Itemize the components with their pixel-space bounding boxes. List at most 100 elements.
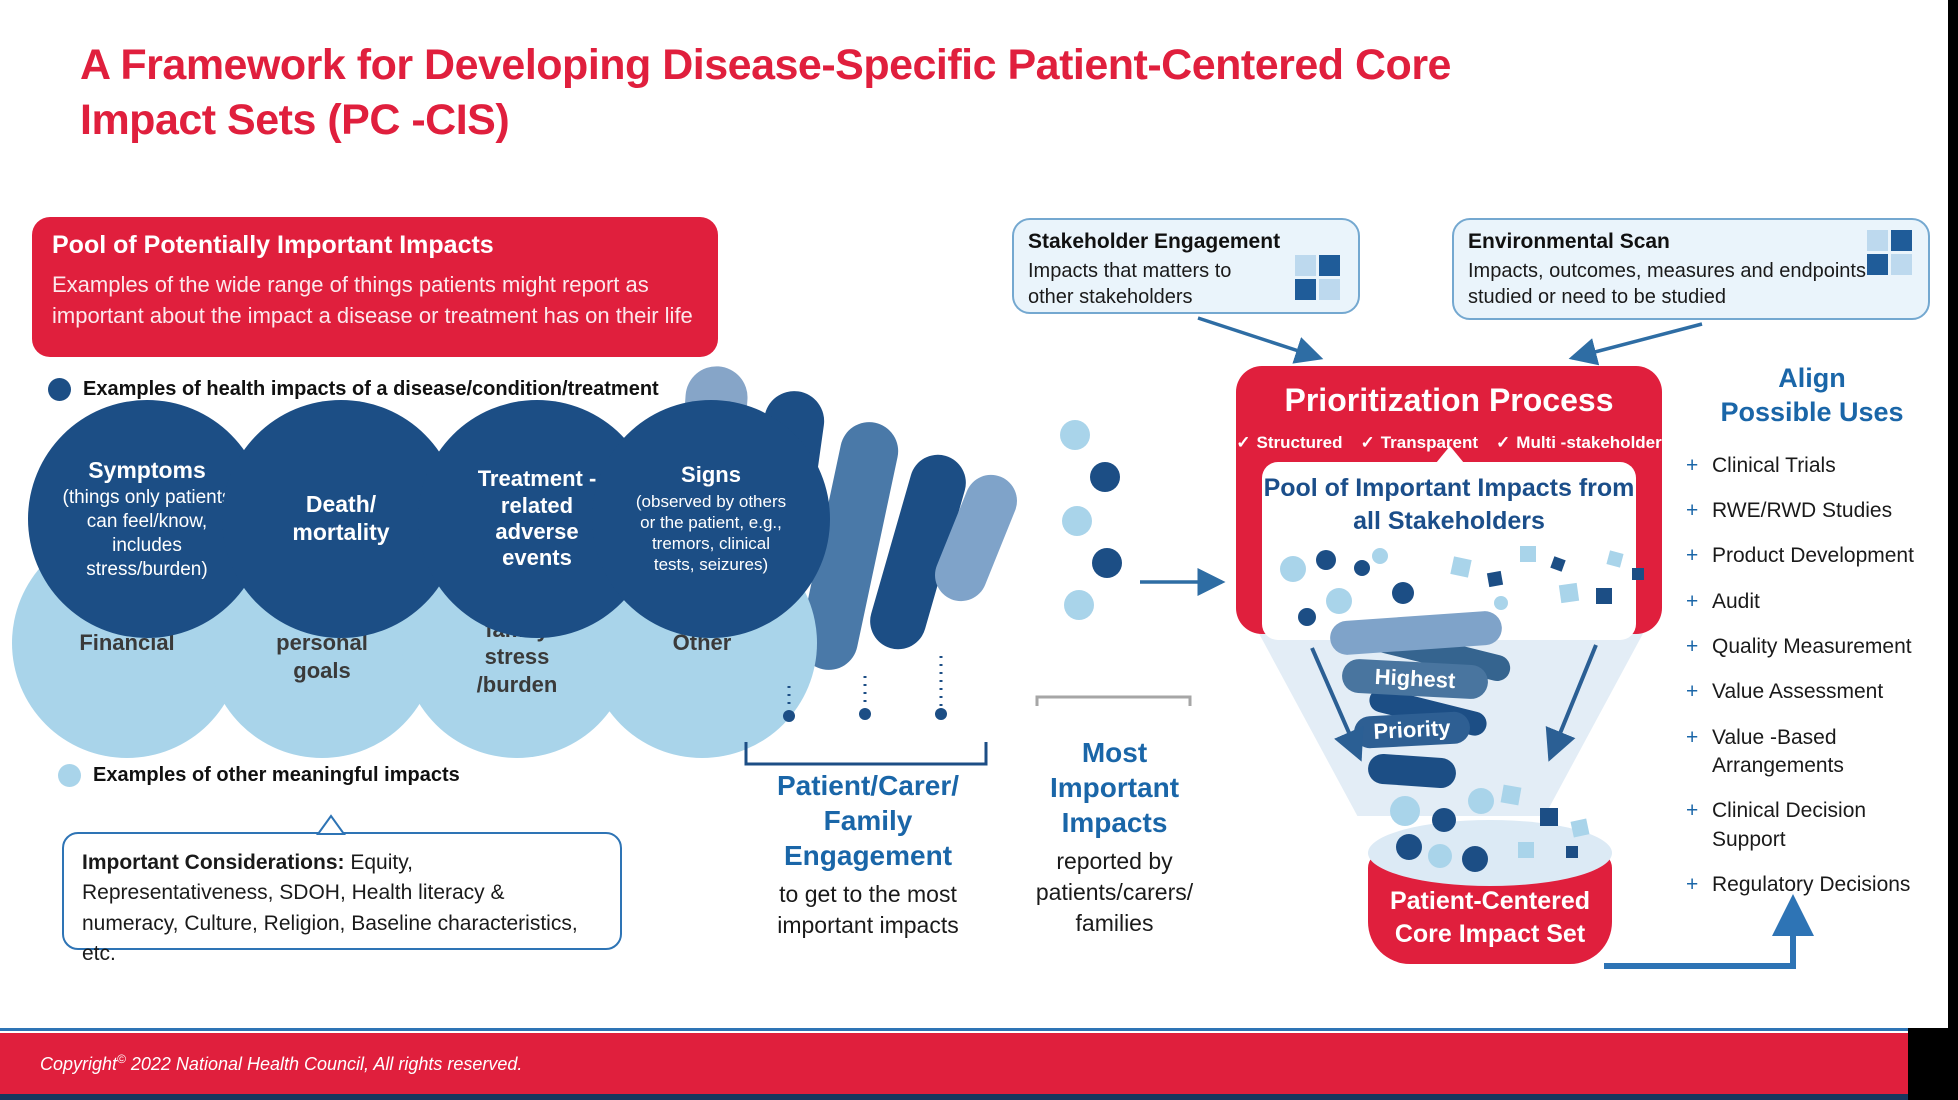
dropline-dot	[935, 708, 947, 720]
align-item-label: Value Assessment	[1712, 680, 1884, 704]
stakeholder-engagement-callout: Stakeholder Engagement Impacts that matt…	[1012, 218, 1360, 314]
align-heading-line1: Align	[1778, 363, 1846, 393]
check-icon: ✓	[1496, 433, 1511, 452]
align-item: + Clinical Trials	[1686, 452, 1938, 480]
impact-square	[1500, 784, 1522, 806]
align-item: + RWE/RWD Studies	[1686, 497, 1938, 525]
funnel-swirl-bar-priority: Priority	[1353, 710, 1471, 750]
environmental-arrow	[1568, 322, 1703, 366]
dropline-dot	[859, 708, 871, 720]
funnel-label-highest: Highest	[1374, 663, 1456, 694]
engagement-heading: Patient/Carer/ Family Engagement	[776, 770, 960, 871]
align-heading: Align Possible Uses	[1686, 362, 1938, 430]
check-icon: ✓	[1236, 433, 1251, 452]
pool-box-body: Examples of the wide range of things pat…	[52, 272, 693, 328]
most-important-bracket	[1035, 695, 1192, 706]
flow-dot	[1062, 506, 1092, 536]
check-label: Structured	[1256, 433, 1343, 452]
align-item: + Product Development	[1686, 542, 1938, 570]
impact-dot	[1280, 556, 1306, 582]
legend-other-impacts: Examples of other meaningful impacts	[58, 764, 460, 787]
impact-dot	[1494, 596, 1508, 610]
legend-health-impacts: Examples of health impacts of a disease/…	[48, 378, 659, 401]
plus-icon: +	[1686, 498, 1699, 522]
stakeholder-title: Stakeholder Engagement	[1028, 230, 1281, 253]
environmental-body: Impacts, outcomes, measures and endpoint…	[1468, 260, 1866, 308]
circle-title: Treatment - related adverse events	[477, 466, 597, 571]
impact-dot	[1396, 834, 1422, 860]
align-possible-uses: Align Possible Uses + Clinical Trials + RW…	[1686, 362, 1938, 916]
dark-dot-icon	[48, 378, 71, 401]
pool-important-impacts-title: Pool of Important Impacts from all Stake…	[1263, 474, 1635, 535]
align-item: + Clinical Decision Support	[1686, 797, 1912, 854]
align-item: + Value -Based Arrangements	[1686, 724, 1922, 781]
footer-bar: Copyright© 2022 National Health Council,…	[0, 1033, 1908, 1094]
core-impact-set-label: Patient-Centered Core Impact Set	[1389, 887, 1591, 948]
impact-square	[1520, 546, 1536, 562]
impact-dot	[1354, 560, 1370, 576]
health-circle-signs: Signs (observed by others or the patient…	[592, 400, 830, 638]
grid-cell	[1867, 230, 1888, 251]
plus-icon: +	[1686, 453, 1699, 477]
pool-box-heading: Pool of Potentially Important Impacts	[52, 231, 494, 259]
stakeholder-body: Impacts that matters to other stakeholde…	[1028, 260, 1232, 308]
align-item-label: RWE/RWD Studies	[1712, 498, 1893, 522]
impact-dot	[1392, 582, 1414, 604]
environmental-title: Environmental Scan	[1468, 230, 1670, 253]
flow-dot	[1064, 590, 1094, 620]
impact-dot	[1326, 588, 1352, 614]
grid-cell	[1295, 279, 1316, 300]
grid-cell	[1319, 255, 1340, 276]
pool-of-impacts-box: Pool of Potentially Important Impacts Ex…	[32, 217, 718, 357]
flow-dot	[1090, 462, 1120, 492]
funnel-label-priority: Priority	[1372, 715, 1452, 744]
engagement-bracket	[744, 742, 988, 766]
align-item-label: Regulatory Decisions	[1712, 872, 1911, 896]
impact-square	[1570, 818, 1590, 838]
align-item-label: Value -Based Arrangements	[1712, 725, 1844, 777]
check-item: ✓ Transparent	[1360, 433, 1478, 453]
copyright-pre: Copyright	[40, 1054, 118, 1074]
prioritization-title: Prioritization Process	[1284, 382, 1614, 418]
align-item-label: Clinical Decision Support	[1712, 799, 1867, 851]
align-item: + Audit	[1686, 588, 1938, 616]
check-icon: ✓	[1360, 433, 1375, 452]
impact-dot	[1428, 844, 1452, 868]
most-important-sub: reported by patients/carers/ families	[1035, 848, 1194, 937]
impact-square	[1486, 570, 1504, 588]
copyright-symbol: ©	[117, 1052, 126, 1066]
grid-cell	[1867, 254, 1888, 275]
plus-icon: +	[1686, 680, 1699, 704]
impact-square	[1540, 808, 1558, 826]
check-label: Transparent	[1380, 433, 1479, 452]
impact-square	[1450, 556, 1472, 578]
footer-divider	[0, 1028, 1908, 1031]
plus-icon: +	[1686, 799, 1699, 823]
footer-navy-strip	[0, 1094, 1908, 1100]
impact-dot	[1372, 548, 1388, 564]
engagement-sub: to get to the most important impacts	[777, 881, 959, 939]
grid-cell	[1295, 255, 1316, 276]
circle-detail: (observed by others or the patient, e.g.…	[635, 491, 787, 575]
impact-dot	[1298, 608, 1316, 626]
most-important-heading: Most Important Impacts	[1049, 737, 1180, 838]
plus-icon: +	[1686, 589, 1699, 613]
align-item-label: Clinical Trials	[1712, 453, 1836, 477]
considerations-label: Important Considerations:	[82, 851, 345, 874]
impact-square	[1566, 846, 1578, 858]
funnel-swirl-bar	[1367, 752, 1457, 790]
bottom-right-black-corner	[1908, 1028, 1958, 1100]
plus-icon: +	[1686, 544, 1699, 568]
environmental-scan-callout: Environmental Scan Impacts, outcomes, me…	[1452, 218, 1930, 320]
impact-square	[1596, 588, 1612, 604]
align-item: + Quality Measurement	[1686, 633, 1938, 661]
considerations-body: Equity, Representativeness, SDOH, Health…	[82, 851, 578, 966]
check-item: ✓ Multi -stakeholder	[1496, 433, 1662, 453]
impact-square	[1558, 582, 1580, 604]
flow-dot	[1060, 420, 1090, 450]
plus-icon: +	[1686, 725, 1699, 749]
grid-cell	[1319, 279, 1340, 300]
align-item: + Regulatory Decisions	[1686, 871, 1938, 899]
legend-health-label: Examples of health impacts of a disease/…	[83, 378, 659, 400]
